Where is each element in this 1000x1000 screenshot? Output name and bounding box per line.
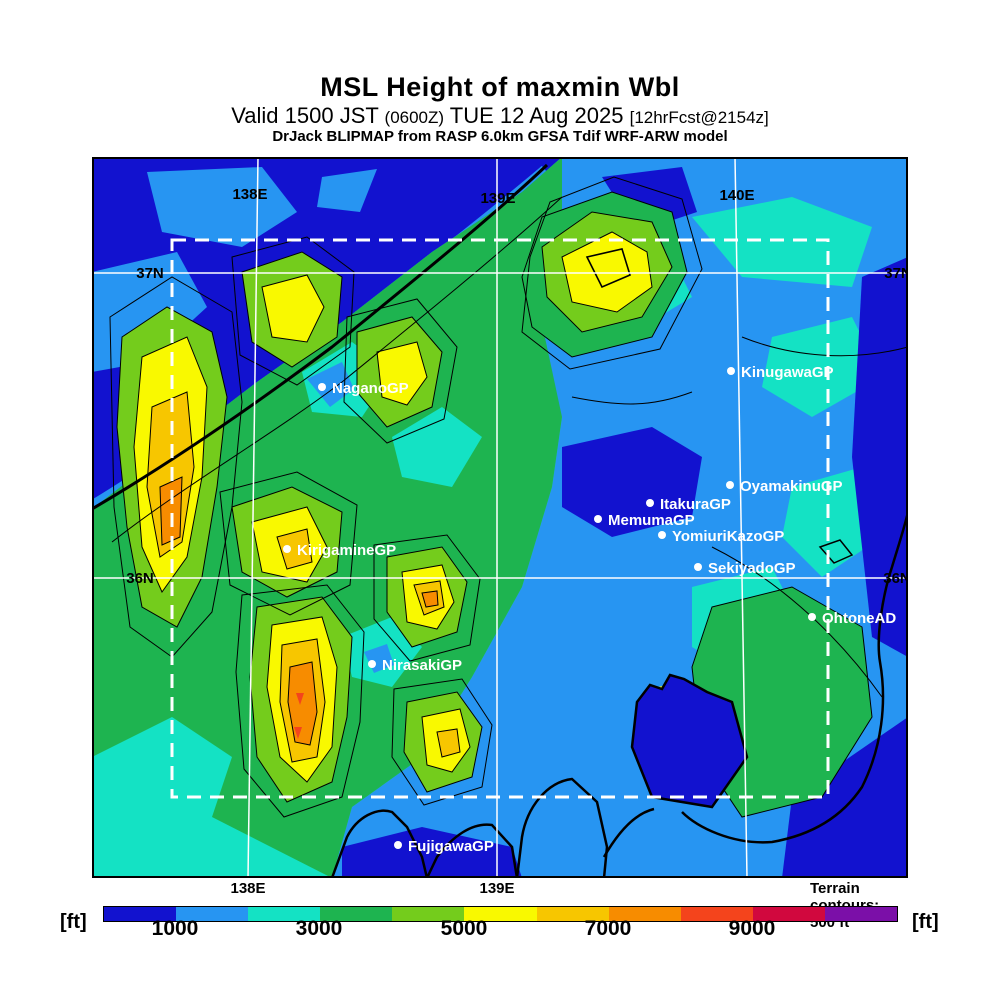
svg-text:YomiuriKazoGP: YomiuriKazoGP bbox=[672, 528, 784, 545]
colorbar-tick: 3000 bbox=[295, 917, 343, 940]
site-marker: NirasakiGP bbox=[368, 657, 462, 674]
colorbar-tick: 9000 bbox=[728, 917, 776, 940]
map-area: 138E 139E 140E 37N 37N 36N 36N NaganoGP … bbox=[87, 156, 912, 879]
page-title: MSL Height of maxmin Wbl bbox=[320, 72, 680, 102]
terrain-patch-deepblue bbox=[562, 427, 702, 537]
svg-text:MemumaGP: MemumaGP bbox=[608, 512, 695, 529]
terrain-se-corner bbox=[782, 717, 908, 878]
coastline bbox=[91, 163, 910, 879]
colorbar-tick: 5000 bbox=[440, 917, 488, 940]
svg-text:KinugawaGP: KinugawaGP bbox=[741, 364, 834, 381]
terrain-ridge bbox=[241, 251, 343, 368]
colorbar-unit-right: [ft] bbox=[912, 911, 939, 933]
site-marker: SekiyadoGP bbox=[694, 560, 796, 577]
valid-zulu: (0600Z) bbox=[384, 108, 445, 127]
colorbar-segment bbox=[320, 907, 393, 921]
site-marker: MemumaGP bbox=[594, 512, 695, 529]
meridian-label: 138E bbox=[232, 186, 267, 203]
inner-domain-dashed-box bbox=[170, 238, 830, 799]
terrain-patch bbox=[92, 252, 207, 372]
contour-map: 138E 139E 140E 37N 37N 36N 36N NaganoGP … bbox=[87, 156, 912, 879]
terrain-fuji-ridge bbox=[403, 691, 483, 793]
terrain-patch bbox=[147, 167, 297, 247]
meridian-label: 140E bbox=[719, 187, 754, 204]
colorbar-tick: 1000 bbox=[151, 917, 199, 940]
svg-text:KirigamineGP: KirigamineGP bbox=[297, 542, 396, 559]
site-marker: NaganoGP bbox=[318, 380, 409, 397]
terrain-tokyo-bay bbox=[630, 673, 749, 809]
site-marker: OyamakinuGP bbox=[726, 478, 843, 495]
svg-text:ItakuraGP: ItakuraGP bbox=[660, 496, 731, 513]
site-marker: KirigamineGP bbox=[283, 542, 396, 559]
colorbar-segment bbox=[104, 907, 177, 921]
valid-time-line: Valid 1500 JST (0600Z) TUE 12 Aug 2025 [… bbox=[0, 103, 1000, 129]
svg-text:NirasakiGP: NirasakiGP bbox=[382, 657, 462, 674]
terrain-north-mountain bbox=[541, 211, 673, 333]
bottom-meridian-label: 139E bbox=[479, 880, 515, 897]
parallel-label: 37N bbox=[884, 265, 908, 282]
terrain-valley bbox=[392, 407, 482, 487]
terrain-northwest-low bbox=[92, 157, 562, 509]
meridian-label: 139E bbox=[480, 190, 515, 207]
colorbar-unit-left: [ft] bbox=[60, 911, 87, 933]
terrain-peak bbox=[386, 546, 468, 648]
map-border bbox=[92, 157, 908, 878]
terrain-kirigamine-ridge bbox=[231, 486, 343, 598]
parallel-label: 36N bbox=[126, 570, 154, 587]
model-line: DrJack BLIPMAP from RASP 6.0km GFSA Tdif… bbox=[272, 128, 728, 145]
parallel-label: 36N bbox=[883, 570, 908, 587]
meridian-138e bbox=[247, 156, 259, 879]
colorbar-segment bbox=[608, 907, 681, 921]
peak-max-marker bbox=[296, 693, 304, 705]
site-markers: NaganoGP KinugawaGP OyamakinuGP ItakuraG… bbox=[283, 364, 896, 855]
terrain-lowcoast bbox=[92, 817, 332, 878]
colorbar-segment bbox=[248, 907, 321, 921]
peak-max-marker bbox=[294, 727, 302, 739]
colorbar-segment bbox=[464, 907, 537, 921]
terrain-valley bbox=[92, 717, 232, 837]
terrain-patch bbox=[762, 317, 882, 417]
colorbar-segment bbox=[752, 907, 825, 921]
terrain-south-peak bbox=[249, 596, 353, 803]
valid-date: TUE 12 Aug 2025 bbox=[449, 103, 624, 128]
site-marker: KinugawaGP bbox=[727, 364, 834, 381]
colorbar-segment bbox=[824, 907, 898, 921]
bottom-meridian-label: 138E bbox=[230, 880, 266, 897]
terrain-ridge bbox=[356, 316, 443, 428]
valid-prefix: Valid 1500 JST bbox=[231, 103, 379, 128]
latlon-grid bbox=[92, 156, 908, 879]
colorbar-segment bbox=[176, 907, 249, 921]
site-marker: ItakuraGP bbox=[646, 496, 731, 513]
grid-labels: 138E 139E 140E 37N 37N 36N 36N bbox=[126, 186, 912, 587]
terrain-patch bbox=[317, 169, 377, 212]
colorbar-segment bbox=[536, 907, 609, 921]
svg-text:NaganoGP: NaganoGP bbox=[332, 380, 409, 397]
colorbar-tick: 7000 bbox=[584, 917, 632, 940]
svg-text:OhtoneAD: OhtoneAD bbox=[822, 610, 896, 627]
colorbar-segment bbox=[392, 907, 465, 921]
terrain-suruga-bay bbox=[342, 827, 522, 878]
meridian-140e bbox=[734, 156, 748, 879]
svg-text:FujigawaGP: FujigawaGP bbox=[408, 838, 494, 855]
terrain-valley bbox=[307, 362, 354, 407]
colorbar-segment bbox=[680, 907, 753, 921]
parallel-label: 37N bbox=[136, 265, 164, 282]
site-marker: YomiuriKazoGP bbox=[658, 528, 784, 545]
site-marker: FujigawaGP bbox=[394, 838, 494, 855]
svg-text:OyamakinuGP: OyamakinuGP bbox=[740, 478, 843, 495]
site-marker: OhtoneAD bbox=[808, 610, 896, 627]
colorbar bbox=[103, 906, 898, 922]
svg-text:SekiyadoGP: SekiyadoGP bbox=[708, 560, 796, 577]
contour-lines bbox=[109, 176, 909, 818]
forecast-tag: [12hrFcst@2154z] bbox=[629, 108, 769, 127]
